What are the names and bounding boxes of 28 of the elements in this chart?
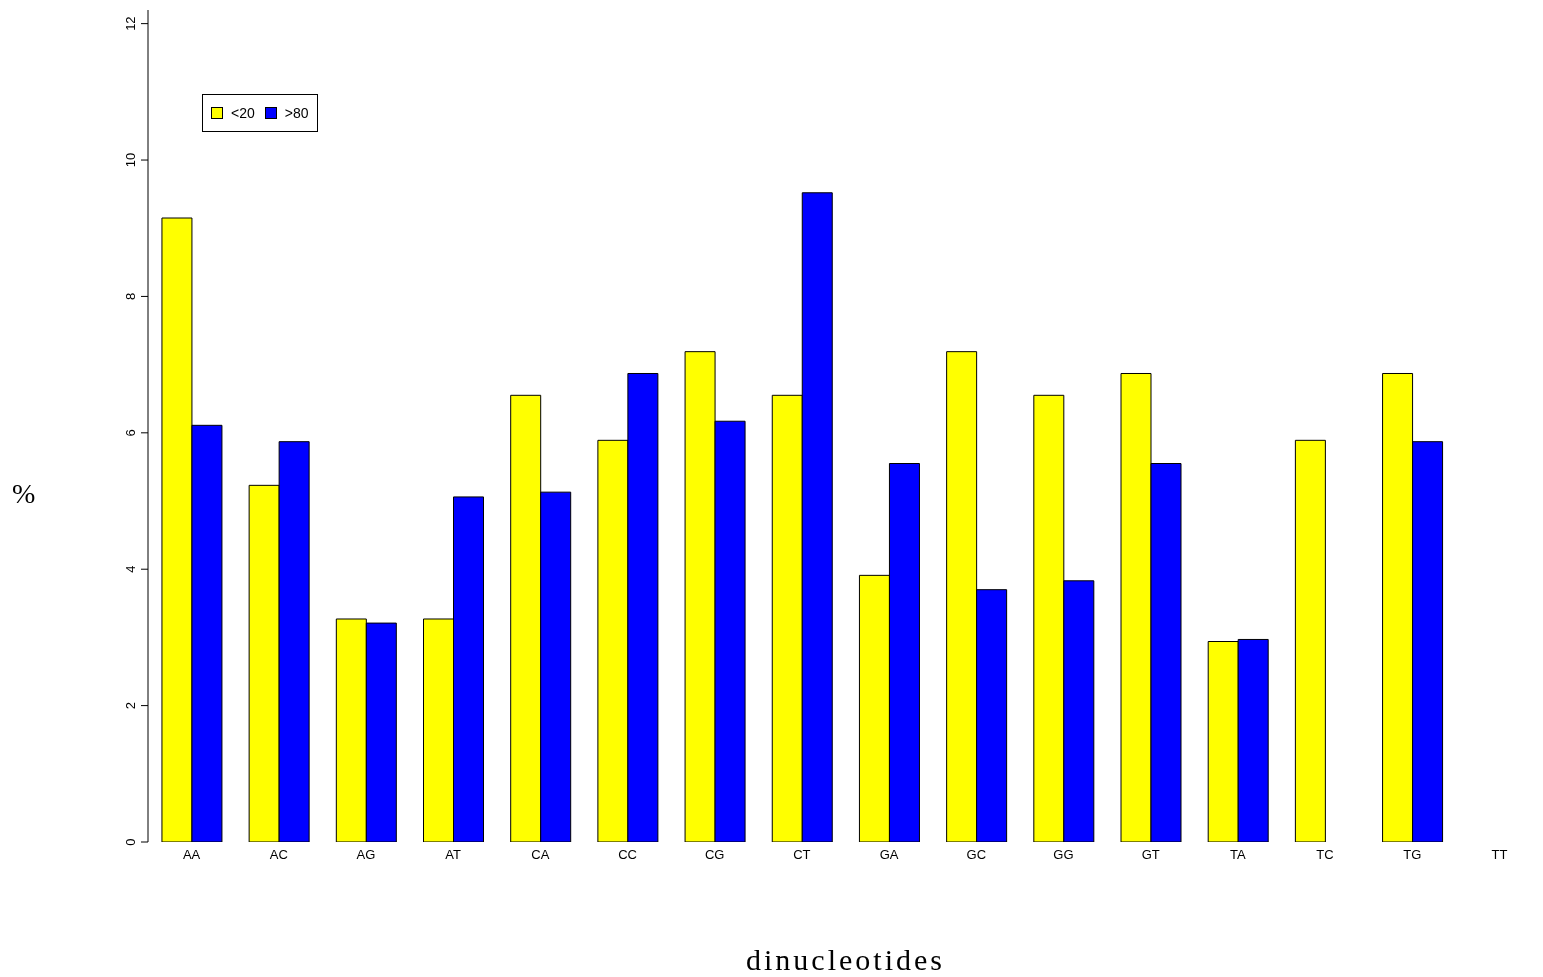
- y-tick-label: 8: [123, 292, 138, 301]
- x-tick-label: GC: [966, 847, 987, 863]
- y-axis-title: %: [12, 478, 36, 510]
- x-axis-title: dinucleotides: [745, 943, 946, 977]
- x-tick-label: AG: [356, 847, 376, 863]
- y-tick-label: 6: [123, 429, 138, 437]
- y-tick-label: 0: [123, 838, 138, 846]
- x-tick-label: GG: [1053, 847, 1074, 863]
- x-tick-label: TT: [1491, 847, 1508, 863]
- x-tick-label: CG: [704, 847, 725, 863]
- y-tick-label: 2: [123, 701, 138, 710]
- bar: [1294, 439, 1326, 842]
- y-tick-label: 4: [123, 565, 138, 573]
- legend-label: >80: [284, 105, 309, 121]
- x-tick-label: CT: [793, 847, 811, 863]
- x-tick-label: GA: [879, 847, 899, 863]
- x-tick-label: AT: [445, 847, 462, 863]
- x-tick-label: TA: [1230, 847, 1246, 863]
- y-tick-label: 10: [123, 152, 138, 168]
- x-tick-label: TC: [1316, 847, 1334, 863]
- x-tick-label: TG: [1403, 847, 1422, 863]
- x-tick-label: AC: [269, 847, 288, 863]
- y-tick-label: 12: [123, 16, 138, 31]
- x-tick-label: AA: [182, 847, 201, 863]
- x-tick-label: CC: [618, 847, 637, 863]
- x-tick-label: GT: [1141, 847, 1160, 863]
- legend-label: <20: [231, 105, 255, 121]
- x-tick-label: CA: [531, 847, 550, 863]
